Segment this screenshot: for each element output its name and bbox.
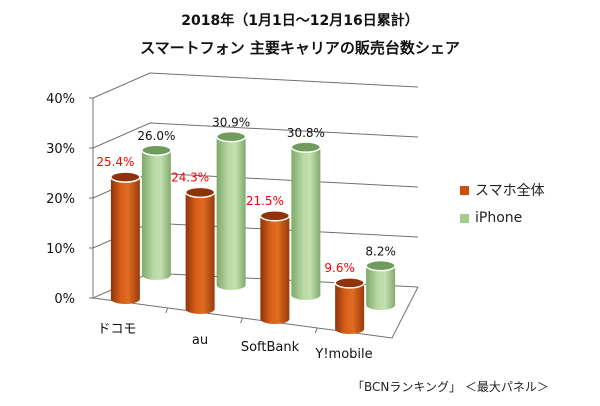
x-axis: ドコモ au SoftBank Y!mobile — [97, 307, 373, 362]
bar-top — [290, 141, 322, 153]
bar-body — [110, 177, 140, 304]
x-category-label: au — [192, 333, 208, 348]
y-tick-label: 0% — [54, 292, 75, 307]
bar-top — [141, 144, 172, 156]
gridline — [89, 122, 419, 149]
bar — [365, 259, 396, 310]
data-label: 30.9% — [212, 116, 250, 130]
data-label: 8.2% — [365, 245, 396, 259]
bar-body — [185, 192, 215, 314]
y-tick-label: 10% — [46, 242, 75, 257]
bar — [110, 171, 141, 304]
bar-top — [215, 130, 247, 143]
bar-top — [365, 259, 396, 272]
data-labels: 26.0% 30.9% 30.8% 8.2% 25.4% 24.3% 21.5% 9.6% — [96, 116, 396, 275]
x-tick — [314, 327, 318, 334]
data-label: 25.4% — [96, 155, 134, 169]
bar — [259, 210, 291, 324]
legend-item-smartphone: スマホ全体 — [460, 180, 545, 200]
bar-top — [110, 171, 141, 183]
bar-body — [141, 150, 171, 280]
legend-label-smartphone: スマホ全体 — [475, 183, 545, 199]
legend-label-iphone: iPhone — [475, 210, 523, 226]
y-tick-label: 20% — [46, 192, 75, 207]
source-note: 「BCNランキング」 ＜最大パネル＞ — [352, 380, 549, 394]
bar — [184, 186, 216, 314]
data-label: 26.0% — [137, 129, 175, 143]
chart-title-line2: スマートフォン 主要キャリアの販売台数シェア — [140, 39, 460, 57]
bar-body — [366, 265, 396, 310]
bar-body — [260, 215, 290, 324]
bar — [215, 130, 247, 290]
bar-body — [291, 147, 321, 300]
legend-item-iphone: iPhone — [460, 210, 522, 226]
x-tick — [240, 317, 243, 324]
x-tick — [165, 307, 169, 314]
bar-body — [216, 136, 246, 290]
x-category-label: ドコモ — [97, 322, 136, 337]
y-tick-label: 30% — [46, 142, 75, 157]
data-label: 21.5% — [246, 194, 284, 208]
y-tick-label: 40% — [46, 92, 75, 107]
bars — [110, 130, 396, 334]
legend-swatch-smartphone — [460, 185, 469, 195]
data-label: 30.8% — [287, 126, 325, 140]
bar-top — [184, 186, 216, 199]
bar-body — [335, 282, 365, 334]
data-label: 24.3% — [171, 170, 209, 184]
y-axis: 0% 10% 20% 30% 40% — [46, 92, 75, 307]
bar — [141, 144, 172, 280]
gridline — [89, 72, 419, 99]
data-label: 9.6% — [324, 261, 355, 275]
chart-title-line1: 2018年（1月1日～12月16日累計） — [181, 13, 419, 29]
bar-top — [334, 277, 365, 289]
x-category-label: Y!mobile — [314, 347, 372, 362]
bar — [334, 277, 365, 334]
bar-top — [259, 210, 291, 222]
bar — [290, 141, 322, 300]
legend-swatch-iphone — [460, 213, 469, 223]
x-category-label: SoftBank — [241, 340, 300, 355]
